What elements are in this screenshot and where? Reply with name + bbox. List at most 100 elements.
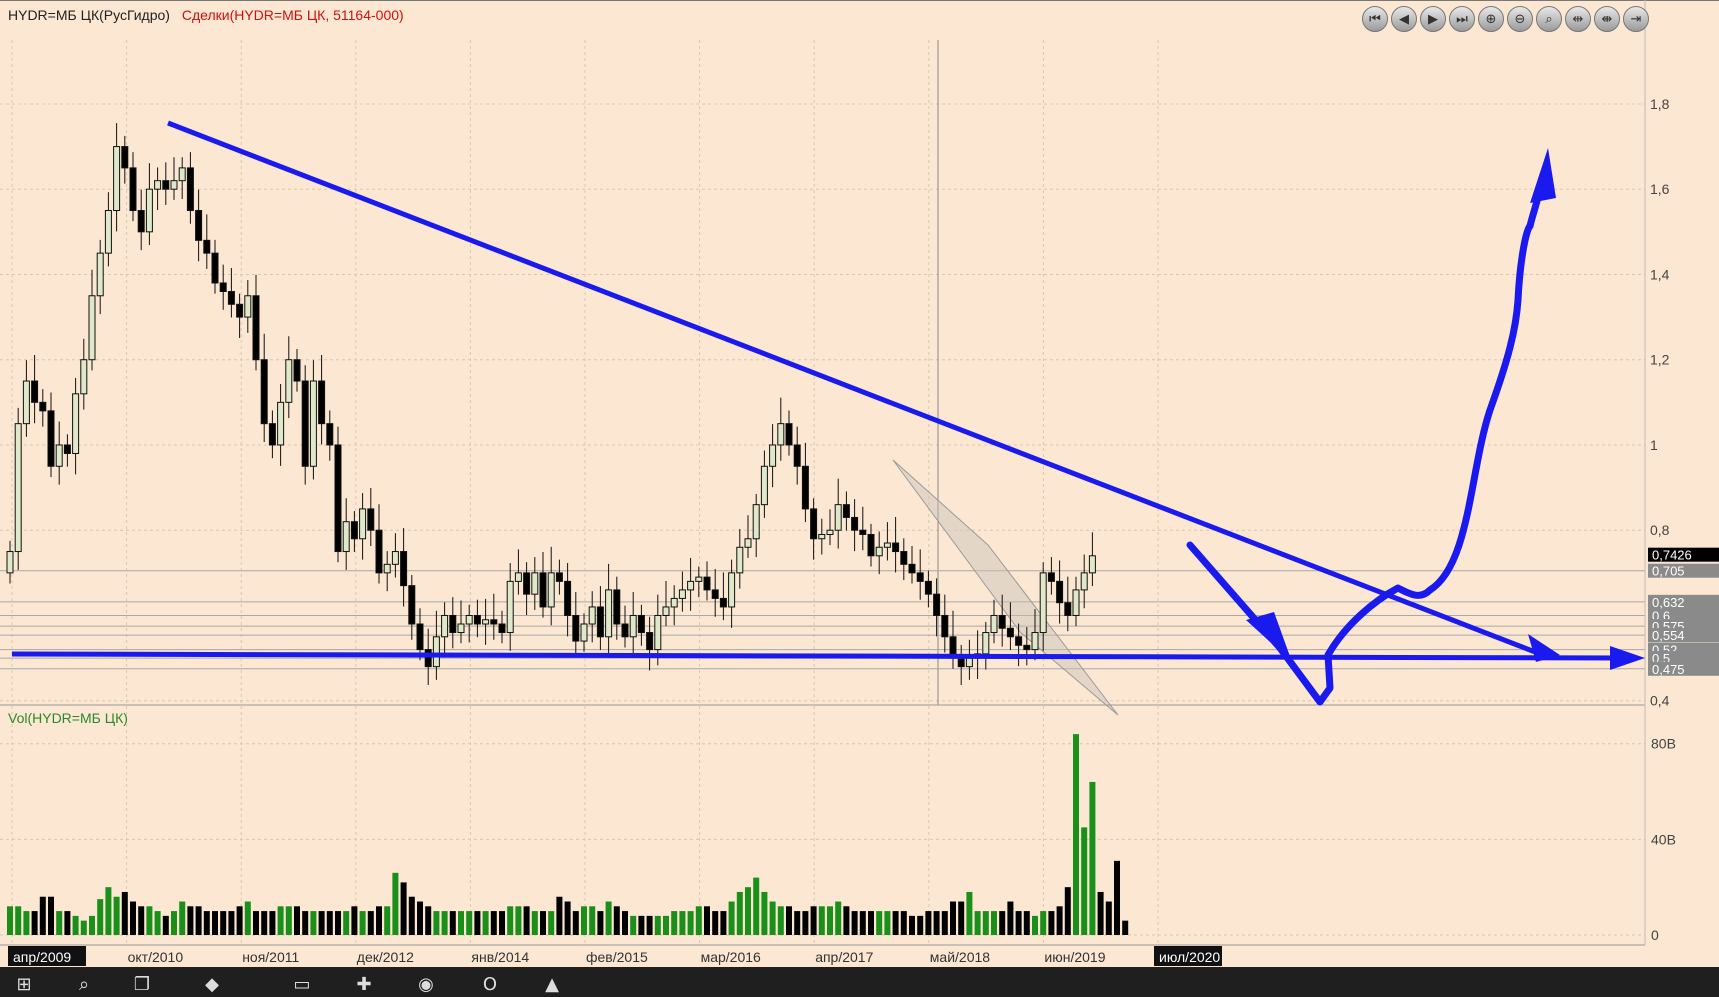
candle-body bbox=[982, 632, 990, 655]
candle-body bbox=[588, 606, 596, 625]
support-line bbox=[11, 651, 1623, 661]
volume-bar bbox=[745, 887, 751, 935]
forecast-head-down bbox=[1246, 612, 1292, 662]
chrome-icon[interactable]: ◉ bbox=[418, 974, 434, 995]
volume-bar bbox=[367, 911, 374, 935]
volume-bar bbox=[195, 906, 202, 935]
volume-bar bbox=[835, 901, 842, 935]
opera-icon[interactable]: O bbox=[482, 974, 498, 995]
terminal-icon[interactable]: ▲ bbox=[545, 974, 559, 995]
candle-body bbox=[711, 589, 719, 599]
volume-bar bbox=[105, 887, 112, 935]
candle-body bbox=[63, 444, 71, 454]
candle-body bbox=[1080, 572, 1088, 591]
candle-body bbox=[1072, 589, 1080, 616]
support-arrowhead bbox=[1610, 646, 1645, 670]
volume-bar bbox=[917, 915, 924, 935]
candle-body bbox=[826, 529, 834, 535]
candle-body bbox=[687, 580, 695, 591]
volume-bar bbox=[343, 911, 350, 935]
regression-channel bbox=[892, 459, 1119, 716]
volume-bar bbox=[540, 911, 546, 935]
candle-body bbox=[670, 597, 678, 608]
prev-icon[interactable]: ◀ bbox=[1391, 6, 1417, 32]
candle-body bbox=[941, 614, 949, 638]
candle-body bbox=[408, 585, 416, 625]
axes: 1,81,61,41,210,80,60,40,74260,7050,6320,… bbox=[0, 0, 1719, 966]
volume-bar bbox=[1048, 911, 1055, 935]
volume-bar bbox=[359, 911, 366, 935]
volume-bar bbox=[7, 906, 13, 935]
volume-bar bbox=[212, 911, 218, 935]
candle-body bbox=[129, 167, 137, 212]
candle-body bbox=[933, 593, 941, 616]
candle-body bbox=[154, 180, 162, 190]
x-tick-label: янв/2014 bbox=[471, 949, 529, 965]
candle-body bbox=[867, 533, 875, 557]
candle-body bbox=[145, 188, 153, 233]
volume-bar bbox=[499, 911, 505, 935]
volume-bar bbox=[663, 915, 669, 935]
candle-body bbox=[14, 423, 22, 553]
volume-bar bbox=[15, 906, 22, 935]
candle-body bbox=[268, 423, 276, 446]
volume-bar bbox=[687, 911, 694, 935]
candle-body bbox=[80, 359, 88, 395]
candle-body bbox=[539, 572, 547, 608]
last-icon[interactable]: ⏭ bbox=[1449, 6, 1475, 32]
gift-icon[interactable]: ✚ bbox=[356, 974, 372, 995]
first-icon[interactable]: ⏮ bbox=[1362, 6, 1388, 32]
x-tick-label: апр/2017 bbox=[815, 949, 873, 965]
candle-body bbox=[752, 504, 760, 540]
volume-bar bbox=[441, 911, 448, 935]
compress-icon[interactable]: ⇼ bbox=[1594, 6, 1620, 32]
volume-bar bbox=[269, 911, 276, 935]
search-icon[interactable]: ⌕ bbox=[78, 974, 90, 995]
candle-body bbox=[309, 380, 317, 467]
stretch-icon[interactable]: ⇹ bbox=[1565, 6, 1591, 32]
volume-bar bbox=[425, 906, 432, 935]
app-icon[interactable]: ◆ bbox=[205, 974, 219, 995]
volume-bar bbox=[638, 915, 645, 935]
volume-bar bbox=[868, 911, 874, 935]
candle-body bbox=[1015, 636, 1023, 646]
candle-body bbox=[916, 572, 924, 582]
downtrend-arrowhead bbox=[1528, 634, 1560, 662]
volume-bar bbox=[80, 920, 87, 935]
next-icon[interactable]: ▶ bbox=[1420, 6, 1446, 32]
folder-icon[interactable]: ▭ bbox=[293, 974, 311, 995]
volume-bar bbox=[179, 901, 186, 935]
price-level-box bbox=[1648, 563, 1719, 578]
volume-bar bbox=[417, 901, 423, 935]
candle-body bbox=[72, 393, 80, 454]
candle-body bbox=[728, 572, 736, 608]
zoom-out-icon[interactable]: ⊖ bbox=[1507, 6, 1533, 32]
candle-body bbox=[629, 614, 637, 638]
volume-bar bbox=[351, 906, 358, 935]
volume-bar bbox=[613, 906, 620, 935]
volume-bar bbox=[285, 906, 292, 935]
zoom-fit-icon[interactable]: ⌕ bbox=[1536, 6, 1562, 32]
end-icon[interactable]: ⇥ bbox=[1623, 6, 1649, 32]
windows-start-icon[interactable]: ⊞ bbox=[16, 974, 32, 995]
candle-body bbox=[490, 619, 498, 625]
candle-body bbox=[432, 636, 440, 668]
candle-body bbox=[1031, 632, 1039, 651]
candle-body bbox=[998, 614, 1006, 629]
volume-bar bbox=[876, 911, 883, 935]
volume-bar bbox=[326, 911, 333, 935]
x-tick-label: фев/2015 bbox=[586, 949, 648, 965]
candle-body bbox=[695, 576, 703, 582]
candle-body bbox=[441, 614, 449, 638]
zoom-in-icon[interactable]: ⊕ bbox=[1478, 6, 1504, 32]
candle-body bbox=[924, 580, 932, 595]
x-tick-label: июн/2019 bbox=[1044, 949, 1105, 965]
y-tick-label: 1 bbox=[1650, 437, 1658, 453]
candle-body bbox=[744, 538, 752, 548]
task-view-icon[interactable]: ❐ bbox=[133, 974, 151, 995]
volume-bar bbox=[966, 891, 973, 935]
candle-body bbox=[260, 359, 268, 425]
volume-bar bbox=[171, 911, 177, 935]
volume-bar bbox=[777, 906, 784, 935]
